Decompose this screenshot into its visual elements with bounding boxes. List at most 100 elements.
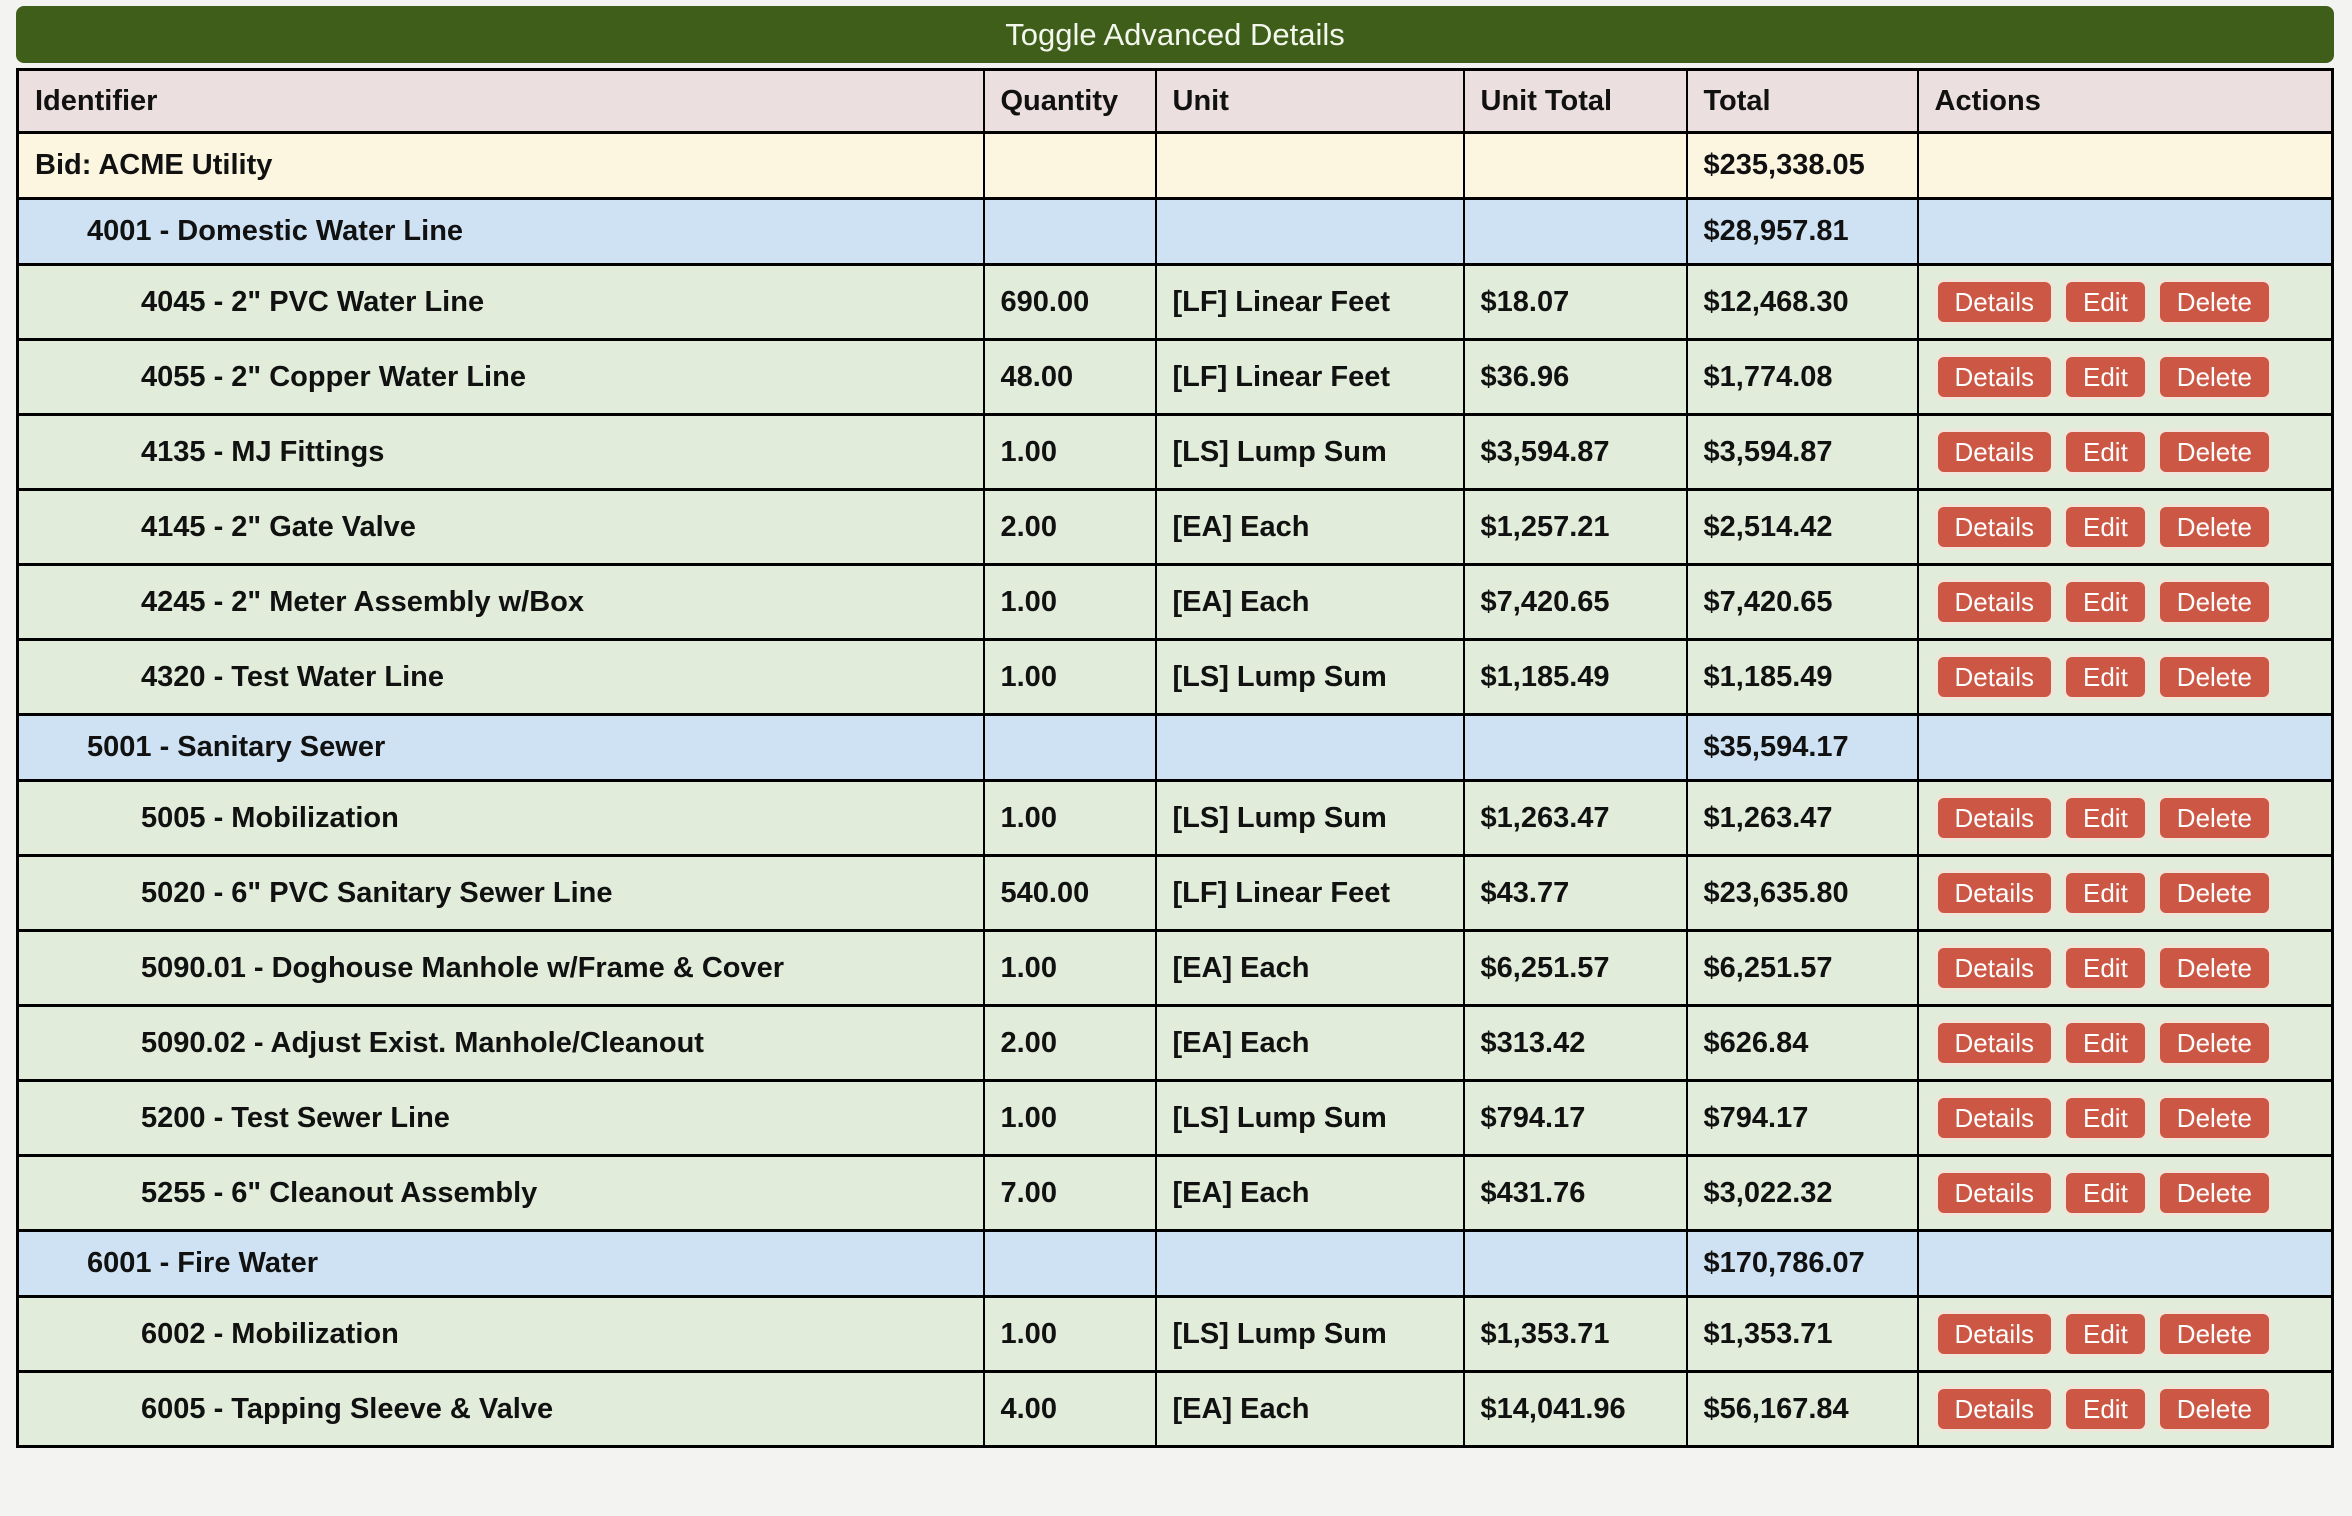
delete-button[interactable]: Delete [2156, 1310, 2272, 1358]
identifier-cell: Bid: ACME Utility [16, 131, 985, 200]
details-button[interactable]: Details [1934, 794, 2054, 842]
details-button[interactable]: Details [1934, 1169, 2054, 1217]
edit-button[interactable]: Edit [2062, 653, 2148, 701]
table-row: 4055 - 2" Copper Water Line 48.00 [LF] Lin… [16, 338, 2334, 416]
unit-total-cell: $431.76 [1462, 1154, 1688, 1232]
identifier-cell: 6001 - Fire Water [16, 1229, 985, 1298]
edit-button[interactable]: Edit [2062, 1094, 2148, 1142]
actions-cell: Details Edit Delete [1916, 1295, 2334, 1373]
header-total: Total [1685, 68, 1919, 134]
unit-total-cell: $14,041.96 [1462, 1370, 1688, 1448]
delete-button[interactable]: Delete [2156, 1385, 2272, 1433]
unit-total-cell: $7,420.65 [1462, 563, 1688, 641]
unit-cell: [LF] Linear Feet [1154, 854, 1465, 932]
identifier-cell: 5001 - Sanitary Sewer [16, 713, 985, 782]
identifier-cell: 4001 - Domestic Water Line [16, 197, 985, 266]
details-button[interactable]: Details [1934, 1019, 2054, 1067]
edit-button[interactable]: Edit [2062, 1385, 2148, 1433]
details-button[interactable]: Details [1934, 1310, 2054, 1358]
table-header-row: Identifier Quantity Unit Unit Total Tota… [16, 68, 2334, 134]
total-cell: $23,635.80 [1685, 854, 1919, 932]
delete-button[interactable]: Delete [2156, 578, 2272, 626]
unit-total-cell [1462, 1229, 1688, 1298]
total-cell: $1,263.47 [1685, 779, 1919, 857]
total-cell: $1,353.71 [1685, 1295, 1919, 1373]
quantity-cell: 1.00 [982, 638, 1157, 716]
delete-button[interactable]: Delete [2156, 428, 2272, 476]
edit-button[interactable]: Edit [2062, 428, 2148, 476]
identifier-cell: 5090.02 - Adjust Exist. Manhole/Cleanout [16, 1004, 985, 1082]
edit-button[interactable]: Edit [2062, 278, 2148, 326]
details-button[interactable]: Details [1934, 1385, 2054, 1433]
table-row: 5255 - 6" Cleanout Assembly 7.00 [EA] Each… [16, 1154, 2334, 1232]
edit-button[interactable]: Edit [2062, 353, 2148, 401]
edit-button[interactable]: Edit [2062, 944, 2148, 992]
actions-cell: Details Edit Delete [1916, 638, 2334, 716]
delete-button[interactable]: Delete [2156, 794, 2272, 842]
quantity-cell [982, 713, 1157, 782]
edit-button[interactable]: Edit [2062, 1019, 2148, 1067]
unit-cell: [EA] Each [1154, 1370, 1465, 1448]
edit-button[interactable]: Edit [2062, 1169, 2148, 1217]
quantity-cell [982, 197, 1157, 266]
delete-button[interactable]: Delete [2156, 1019, 2272, 1067]
delete-button[interactable]: Delete [2156, 1169, 2272, 1217]
actions-cell: Details Edit Delete [1916, 929, 2334, 1007]
delete-button[interactable]: Delete [2156, 944, 2272, 992]
delete-button[interactable]: Delete [2156, 653, 2272, 701]
table-row: 6002 - Mobilization 1.00 [LS] Lump Sum $1,3… [16, 1295, 2334, 1373]
unit-total-cell: $1,257.21 [1462, 488, 1688, 566]
table-row: 4145 - 2" Gate Valve 2.00 [EA] Each $1,257.… [16, 488, 2334, 566]
table-row: 5020 - 6" PVC Sanitary Sewer Line 540.00[… [16, 854, 2334, 932]
details-button[interactable]: Details [1934, 578, 2054, 626]
delete-button[interactable]: Delete [2156, 1094, 2272, 1142]
actions-cell: Details Edit Delete [1916, 1079, 2334, 1157]
table-row: 5090.02 - Adjust Exist. Manhole/Cleanout… [16, 1004, 2334, 1082]
unit-cell: [LS] Lump Sum [1154, 413, 1465, 491]
quantity-cell: 48.00 [982, 338, 1157, 416]
delete-button[interactable]: Delete [2156, 503, 2272, 551]
actions-cell: Details Edit Delete [1916, 854, 2334, 932]
unit-cell [1154, 713, 1465, 782]
total-cell: $2,514.42 [1685, 488, 1919, 566]
unit-cell [1154, 131, 1465, 200]
quantity-cell: 1.00 [982, 413, 1157, 491]
details-button[interactable]: Details [1934, 944, 2054, 992]
edit-button[interactable]: Edit [2062, 869, 2148, 917]
details-button[interactable]: Details [1934, 503, 2054, 551]
table-row: 5005 - Mobilization 1.00 [LS] Lump Sum $1,2… [16, 779, 2334, 857]
details-button[interactable]: Details [1934, 353, 2054, 401]
edit-button[interactable]: Edit [2062, 1310, 2148, 1358]
edit-button[interactable]: Edit [2062, 794, 2148, 842]
details-button[interactable]: Details [1934, 653, 2054, 701]
identifier-cell: 4055 - 2" Copper Water Line [16, 338, 985, 416]
details-button[interactable]: Details [1934, 278, 2054, 326]
total-cell: $35,594.17 [1685, 713, 1919, 782]
quantity-cell: 1.00 [982, 929, 1157, 1007]
details-button[interactable]: Details [1934, 1094, 2054, 1142]
actions-cell: Details Edit Delete [1916, 413, 2334, 491]
edit-button[interactable]: Edit [2062, 578, 2148, 626]
unit-cell: [LS] Lump Sum [1154, 779, 1465, 857]
delete-button[interactable]: Delete [2156, 353, 2272, 401]
details-button[interactable]: Details [1934, 869, 2054, 917]
actions-cell: Details Edit Delete [1916, 338, 2334, 416]
table-row: 5090.01 - Doghouse Manhole w/Frame & Cov… [16, 929, 2334, 1007]
details-button[interactable]: Details [1934, 428, 2054, 476]
delete-button[interactable]: Delete [2156, 869, 2272, 917]
actions-cell: Details Edit Delete [1916, 779, 2334, 857]
bid-items-table: Identifier Quantity Unit Unit Total Tota… [16, 68, 2334, 1448]
toggle-advanced-details-button[interactable]: Toggle Advanced Details [16, 6, 2334, 63]
unit-total-cell: $794.17 [1462, 1079, 1688, 1157]
table-row: 4135 - MJ Fittings 1.00 [LS] Lump Sum $3,59… [16, 413, 2334, 491]
total-cell: $1,185.49 [1685, 638, 1919, 716]
edit-button[interactable]: Edit [2062, 503, 2148, 551]
identifier-cell: 4320 - Test Water Line [16, 638, 985, 716]
quantity-cell: 1.00 [982, 1295, 1157, 1373]
unit-total-cell: $1,263.47 [1462, 779, 1688, 857]
unit-cell: [EA] Each [1154, 563, 1465, 641]
unit-total-cell [1462, 713, 1688, 782]
actions-cell: Details Edit Delete [1916, 563, 2334, 641]
delete-button[interactable]: Delete [2156, 278, 2272, 326]
